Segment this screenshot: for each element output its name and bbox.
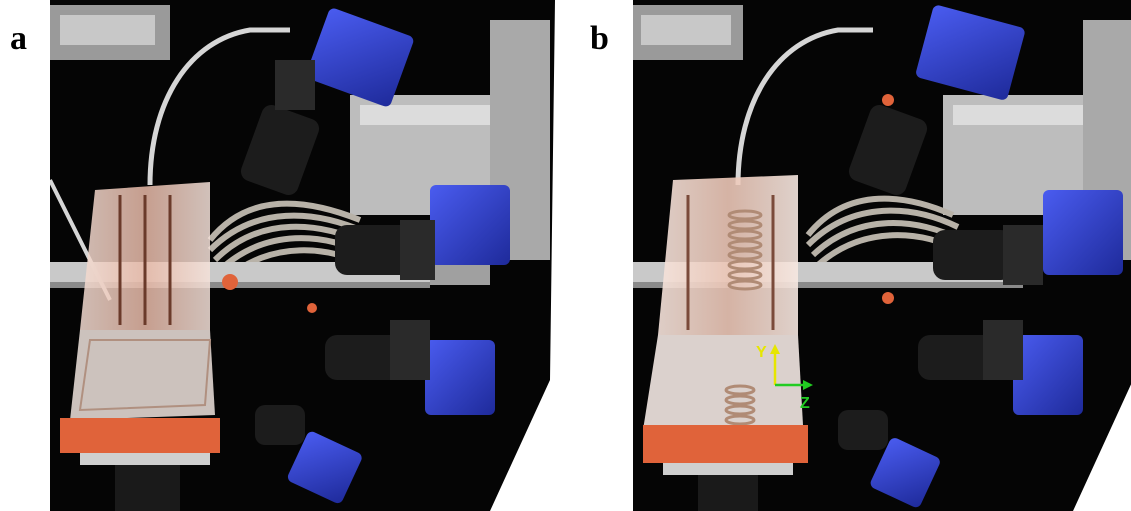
- camera-bottom: [838, 410, 940, 508]
- water-tube: [735, 27, 873, 186]
- orange-base: [60, 418, 220, 453]
- water-tank: [70, 182, 215, 420]
- helical-spring-upper: [727, 209, 763, 291]
- white-border-right: [490, 0, 580, 511]
- y-axis-label: Y: [756, 344, 767, 361]
- helical-spring-lower: [724, 384, 756, 426]
- camera-lower: [325, 320, 495, 415]
- white-border-right: [1073, 384, 1131, 511]
- panel-label-b: b: [590, 20, 609, 57]
- camera-top: [240, 8, 414, 196]
- water-tube: [147, 27, 290, 186]
- photo-panel-a: [50, 0, 580, 511]
- camera-lower: [918, 320, 1083, 415]
- camera-middle: [933, 190, 1123, 285]
- orange-base: [643, 425, 808, 463]
- photo-panel-b: Y Z: [633, 0, 1131, 511]
- panel-label-a: a: [10, 20, 27, 57]
- coordinate-axes: Y Z: [756, 344, 813, 412]
- camera-bottom: [255, 405, 362, 504]
- z-axis-label: Z: [800, 395, 810, 412]
- camera-middle: [335, 185, 510, 280]
- camera-top: [848, 5, 1025, 196]
